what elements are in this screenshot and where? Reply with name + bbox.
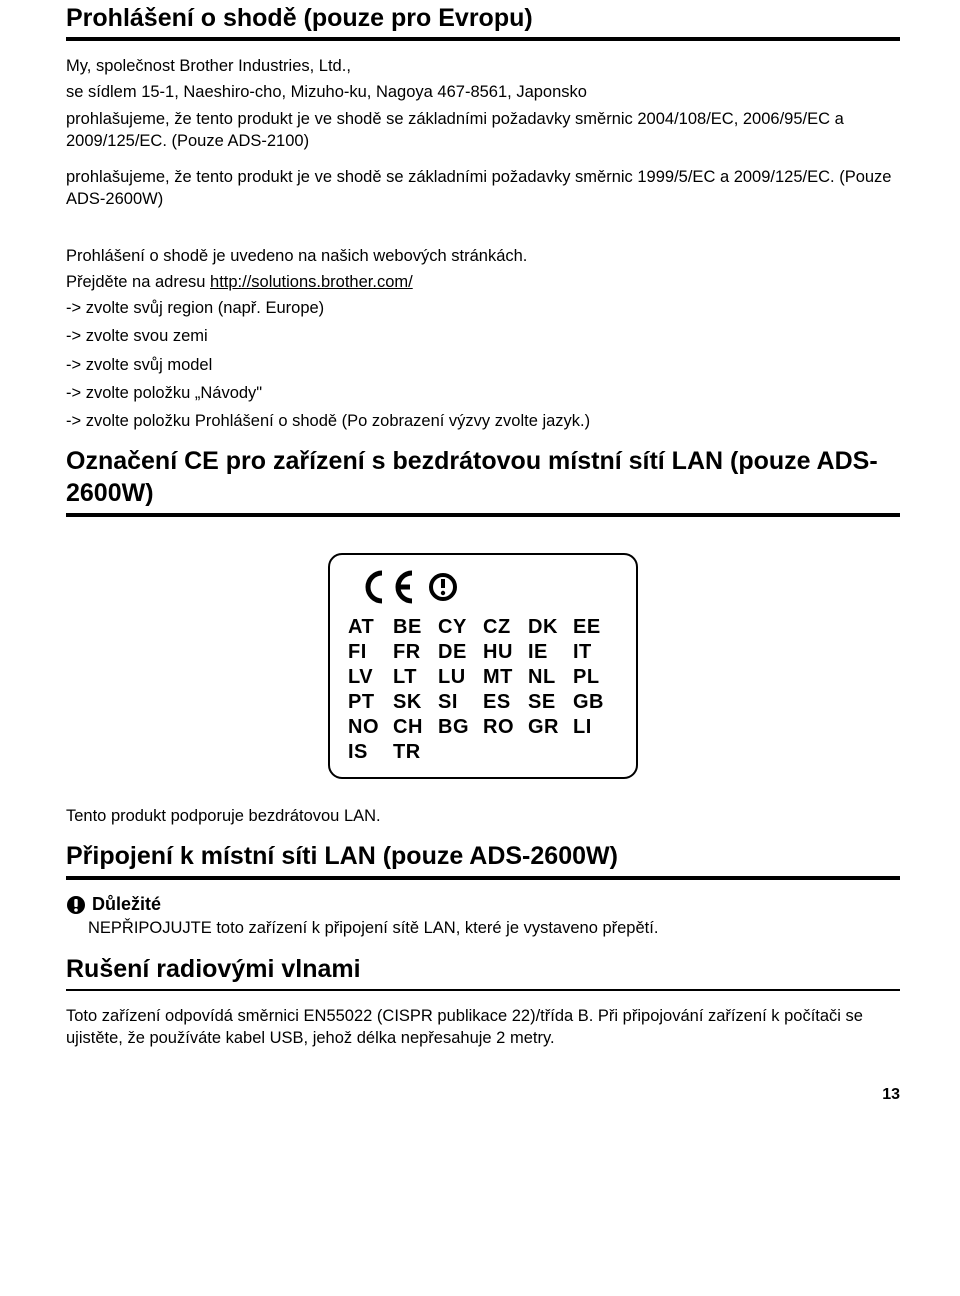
step-item: -> zvolte svůj region (např. Europe) bbox=[66, 297, 900, 319]
country-code: BG bbox=[438, 715, 483, 740]
country-row: FI FR DE HU IE IT bbox=[348, 640, 618, 665]
country-code: LT bbox=[393, 665, 438, 690]
important-label: Důležité bbox=[92, 894, 161, 915]
country-code: NL bbox=[528, 665, 573, 690]
country-code: ES bbox=[483, 690, 528, 715]
country-code: IT bbox=[573, 640, 618, 665]
important-callout: Důležité bbox=[66, 894, 900, 915]
country-code: PL bbox=[573, 665, 618, 690]
step-item: -> zvolte svou zemi bbox=[66, 325, 900, 347]
country-code bbox=[438, 740, 483, 765]
country-code: FI bbox=[348, 640, 393, 665]
country-code: LI bbox=[573, 715, 618, 740]
country-code: AT bbox=[348, 615, 393, 640]
country-code: LU bbox=[438, 665, 483, 690]
section3-title: Připojení k místní síti LAN (pouze ADS-2… bbox=[66, 841, 900, 872]
warning-icon bbox=[66, 895, 86, 915]
section1-title: Prohlášení o shodě (pouze pro Evropu) bbox=[66, 4, 900, 33]
country-code: IE bbox=[528, 640, 573, 665]
section3-body: NEPŘIPOJUJTE toto zařízení k připojení s… bbox=[88, 917, 900, 939]
country-code: SI bbox=[438, 690, 483, 715]
country-code: CZ bbox=[483, 615, 528, 640]
country-code: TR bbox=[393, 740, 438, 765]
country-code bbox=[483, 740, 528, 765]
page-number: 13 bbox=[66, 1086, 900, 1104]
country-code: DE bbox=[438, 640, 483, 665]
step-item: -> zvolte položku „Návody" bbox=[66, 382, 900, 404]
solutions-link[interactable]: http://solutions.brother.com/ bbox=[210, 273, 413, 291]
country-code bbox=[573, 740, 618, 765]
country-row: LV LT LU MT NL PL bbox=[348, 665, 618, 690]
section1-link-line: Přejděte na adresu http://solutions.brot… bbox=[66, 271, 900, 293]
country-code: SK bbox=[393, 690, 438, 715]
country-code: HU bbox=[483, 640, 528, 665]
steps-list: -> zvolte svůj region (např. Europe) -> … bbox=[66, 297, 900, 432]
section1-p5: Prohlášení o shodě je uvedeno na našich … bbox=[66, 245, 900, 267]
ce-mark-row bbox=[348, 569, 618, 605]
ce-mark-icon bbox=[354, 569, 422, 605]
country-code bbox=[528, 740, 573, 765]
country-code: BE bbox=[393, 615, 438, 640]
country-code: PT bbox=[348, 690, 393, 715]
country-code: IS bbox=[348, 740, 393, 765]
country-row: IS TR bbox=[348, 740, 618, 765]
country-code: RO bbox=[483, 715, 528, 740]
ce-mark-box: AT BE CY CZ DK EE FI FR DE HU IE IT LV L… bbox=[328, 553, 638, 779]
country-code: SE bbox=[528, 690, 573, 715]
country-code: EE bbox=[573, 615, 618, 640]
divider bbox=[66, 989, 900, 991]
divider bbox=[66, 513, 900, 517]
country-grid: AT BE CY CZ DK EE FI FR DE HU IE IT LV L… bbox=[348, 615, 618, 765]
section4-title: Rušení radiovými vlnami bbox=[66, 954, 900, 985]
country-code: GR bbox=[528, 715, 573, 740]
country-code: FR bbox=[393, 640, 438, 665]
section1-p4: prohlašujeme, že tento produkt je ve sho… bbox=[66, 166, 900, 211]
alert-circle-icon bbox=[428, 572, 458, 602]
section1-p3: prohlašujeme, že tento produkt je ve sho… bbox=[66, 108, 900, 153]
country-code: CH bbox=[393, 715, 438, 740]
link-prefix: Přejděte na adresu bbox=[66, 273, 210, 291]
country-code: LV bbox=[348, 665, 393, 690]
section1-p2: se sídlem 15-1, Naeshiro-cho, Mizuho-ku,… bbox=[66, 81, 900, 103]
country-code: MT bbox=[483, 665, 528, 690]
section4-body: Toto zařízení odpovídá směrnici EN55022 … bbox=[66, 1005, 900, 1050]
section1-p1: My, společnost Brother Industries, Ltd., bbox=[66, 55, 900, 77]
country-code: GB bbox=[573, 690, 618, 715]
step-item: -> zvolte svůj model bbox=[66, 354, 900, 376]
country-row: PT SK SI ES SE GB bbox=[348, 690, 618, 715]
country-code: CY bbox=[438, 615, 483, 640]
country-code: DK bbox=[528, 615, 573, 640]
country-code: NO bbox=[348, 715, 393, 740]
section2-title: Označení CE pro zařízení s bezdrátovou m… bbox=[66, 446, 900, 509]
country-row: NO CH BG RO GR LI bbox=[348, 715, 618, 740]
section2-caption: Tento produkt podporuje bezdrátovou LAN. bbox=[66, 805, 900, 827]
divider bbox=[66, 876, 900, 880]
country-row: AT BE CY CZ DK EE bbox=[348, 615, 618, 640]
divider bbox=[66, 37, 900, 41]
step-item: -> zvolte položku Prohlášení o shodě (Po… bbox=[66, 410, 900, 432]
